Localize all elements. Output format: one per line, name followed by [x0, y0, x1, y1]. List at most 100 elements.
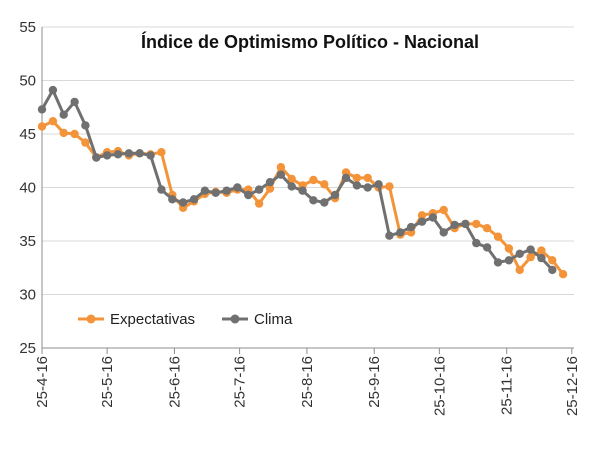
- data-point-clima: [233, 183, 242, 192]
- data-point-expectativas: [254, 199, 264, 208]
- legend-marker-expectativas: [86, 314, 96, 324]
- data-point-clima: [385, 231, 394, 240]
- data-point-expectativas: [48, 117, 58, 126]
- data-point-clima: [157, 185, 166, 194]
- data-point-expectativas: [320, 180, 329, 189]
- data-point-expectativas: [439, 205, 448, 215]
- data-point-clima: [461, 219, 470, 229]
- data-point-clima: [211, 188, 220, 197]
- data-point-clima: [320, 198, 329, 207]
- y-tick-label: 30: [19, 287, 36, 304]
- data-point-clima: [309, 196, 318, 205]
- gridlines: [42, 26, 574, 349]
- data-point-clima: [124, 149, 134, 158]
- data-point-expectativas: [515, 265, 524, 275]
- data-point-clima: [48, 85, 58, 95]
- data-point-expectativas: [548, 256, 557, 265]
- series: [37, 85, 568, 279]
- data-point-expectativas: [504, 244, 514, 253]
- y-tick-label: 35: [19, 233, 36, 250]
- data-point-expectativas: [59, 128, 68, 138]
- data-point-clima: [102, 151, 112, 160]
- data-point-expectativas: [70, 129, 79, 139]
- data-point-clima: [113, 150, 123, 159]
- data-point-clima: [178, 198, 188, 207]
- x-tick-label: 25-12-16: [564, 356, 581, 416]
- legend-label-clima: Clima: [254, 311, 293, 328]
- data-point-expectativas: [472, 219, 481, 229]
- data-point-clima: [537, 253, 546, 263]
- axes: 25 30 35 40 45 50 55 25-4-16 25-5-16 25-6-16 25-7-…: [19, 19, 581, 416]
- data-point-clima: [352, 181, 362, 190]
- data-point-expectativas: [265, 184, 275, 193]
- data-point-expectativas: [352, 173, 362, 183]
- data-point-clima: [222, 186, 231, 195]
- data-point-clima: [548, 265, 557, 275]
- series-line-expectativas: [41, 119, 565, 276]
- data-point-clima: [59, 110, 68, 119]
- data-point-clima: [341, 173, 351, 183]
- x-tick-label: 25-8-16: [299, 356, 316, 408]
- data-point-clima: [265, 178, 275, 187]
- y-tick-label: 25: [19, 340, 36, 357]
- data-point-clima: [493, 258, 503, 267]
- y-tick-label: 40: [19, 180, 36, 197]
- data-point-clima: [146, 151, 155, 160]
- data-point-clima: [287, 182, 296, 191]
- data-point-clima: [37, 105, 47, 114]
- x-tick-label: 25-9-16: [366, 356, 383, 408]
- legend-marker-clima: [230, 314, 240, 324]
- data-point-expectativas: [37, 122, 47, 131]
- data-point-expectativas: [526, 252, 535, 262]
- data-point-clima: [482, 243, 492, 252]
- data-point-clima: [406, 222, 416, 232]
- data-point-clima: [363, 183, 372, 192]
- legend: Expectativas Clima: [78, 311, 293, 328]
- data-point-clima: [135, 149, 144, 158]
- data-point-clima: [374, 180, 383, 189]
- data-point-clima: [417, 217, 427, 226]
- data-point-clima: [450, 220, 459, 230]
- data-point-clima: [330, 190, 340, 200]
- chart-title: Índice de Optimismo Político - Nacional: [141, 31, 479, 52]
- data-point-clima: [439, 228, 448, 237]
- data-point-clima: [189, 195, 199, 204]
- x-tick-label: 25-6-16: [166, 356, 183, 408]
- x-tick-label: 25-11-16: [499, 356, 516, 415]
- x-tick-label: 25-10-16: [431, 356, 448, 416]
- y-tick-label: 55: [19, 19, 36, 36]
- data-point-expectativas: [81, 138, 90, 147]
- data-point-clima: [200, 186, 210, 195]
- data-point-clima: [504, 256, 514, 265]
- data-point-expectativas: [309, 175, 318, 185]
- data-point-clima: [81, 121, 90, 130]
- data-point-clima: [70, 97, 79, 107]
- x-tick-label: 25-4-16: [34, 356, 51, 408]
- data-point-clima: [276, 170, 286, 179]
- data-point-clima: [526, 245, 535, 254]
- data-point-expectativas: [493, 232, 503, 241]
- data-point-expectativas: [482, 224, 492, 233]
- data-point-clima: [472, 238, 481, 248]
- data-point-expectativas: [558, 270, 568, 279]
- data-point-expectativas: [363, 173, 372, 183]
- data-point-clima: [168, 195, 177, 204]
- data-point-clima: [396, 228, 405, 237]
- y-tick-label: 45: [19, 126, 36, 143]
- legend-label-expectativas: Expectativas: [110, 311, 195, 328]
- data-point-clima: [92, 153, 101, 162]
- data-point-expectativas: [276, 163, 286, 172]
- data-point-expectativas: [385, 182, 394, 191]
- data-point-clima: [244, 190, 253, 200]
- x-tick-label: 25-5-16: [99, 356, 116, 408]
- data-point-expectativas: [287, 174, 296, 184]
- data-point-clima: [254, 185, 264, 194]
- data-point-clima: [298, 186, 307, 195]
- data-point-expectativas: [417, 211, 427, 220]
- data-point-expectativas: [537, 246, 546, 255]
- data-point-expectativas: [157, 148, 166, 157]
- y-tick-label: 50: [19, 73, 36, 90]
- data-point-clima: [428, 213, 438, 222]
- data-point-clima: [515, 249, 524, 258]
